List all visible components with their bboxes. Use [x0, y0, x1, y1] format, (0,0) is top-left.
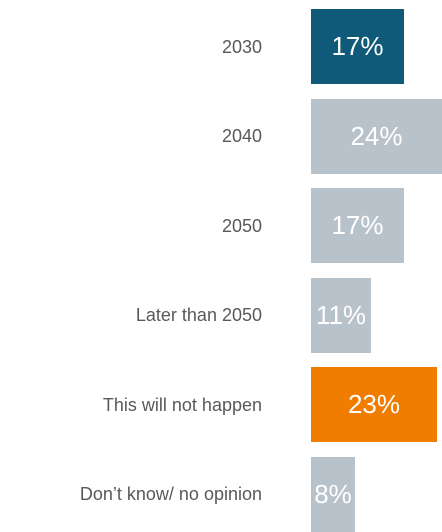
data-label: 8% — [314, 478, 352, 509]
bar: 17% — [311, 9, 404, 84]
category-label: Later than 2050 — [135, 305, 262, 325]
category-label: Don’t know/ no opinion — [79, 484, 262, 504]
bar: 8% — [311, 456, 355, 532]
data-label: 23% — [347, 389, 401, 419]
bar: 24% — [311, 98, 442, 174]
category-label: 2050 — [221, 215, 262, 236]
category-label: 2030 — [221, 36, 262, 57]
data-label: 11% — [315, 299, 367, 330]
category-label: This will not happen — [102, 394, 262, 415]
data-label: 24% — [350, 120, 403, 151]
category-label: 2040 — [221, 126, 262, 146]
data-label: 17% — [331, 210, 384, 240]
data-label: 17% — [331, 31, 384, 61]
bar: 23% — [311, 367, 437, 442]
bar: 11% — [311, 277, 371, 353]
bar: 17% — [311, 188, 404, 263]
